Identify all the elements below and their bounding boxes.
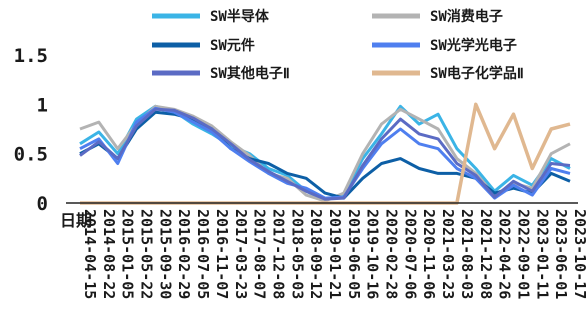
x-tick-label: 2014-08-22 [100, 209, 118, 299]
legend-item-sw-components[interactable]: SW元件 [152, 37, 255, 54]
x-tick-label: 2021-08-03 [458, 209, 476, 299]
x-tick-label: 2016-02-29 [175, 209, 193, 299]
x-tick-label: 2021-12-08 [477, 209, 495, 299]
y-tick-label: 1.5 [14, 45, 48, 67]
legend-item-sw-other-electronics[interactable]: SW其他电子Ⅱ [152, 65, 290, 82]
x-tick-label: 2018-09-12 [307, 209, 325, 299]
x-tick-label: 2019-01-21 [326, 209, 344, 299]
series-line-5 [79, 107, 571, 201]
x-tick-label: 2018-05-03 [288, 209, 306, 299]
x-tick-label: 2023-01-11 [533, 209, 551, 299]
legend: SW半导体 SW消费电子 SW元件 SW光学光电子 SW其他电子Ⅱ SW电子化学… [152, 8, 524, 82]
y-tick-label: 0.5 [14, 144, 48, 166]
legend-label: SW其他电子Ⅱ [210, 65, 290, 82]
x-tick-label: 2021-03-23 [439, 209, 457, 299]
x-tick-label: 2023-10-17 [571, 209, 588, 299]
y-axis: 0 0.5 1 1.5 [14, 45, 48, 215]
x-tick-label: 2014-04-15 [81, 209, 99, 299]
series-line-1 [79, 104, 571, 202]
x-tick-label: 2023-06-01 [552, 209, 570, 299]
series-line-3 [79, 110, 571, 200]
x-axis: 2014-04-15 2014-08-22 2015-01-05 2015-05-22… [81, 209, 588, 299]
x-axis-title: 日期 [60, 211, 92, 230]
x-tick-label: 2017-08-07 [251, 209, 269, 299]
x-tick-label: 2020-11-06 [420, 209, 438, 299]
legend-label: SW半导体 [210, 8, 270, 25]
x-tick-label: 2022-09-01 [514, 209, 532, 299]
x-tick-label: 2015-01-05 [119, 209, 137, 299]
x-tick-label: 2020-07-06 [401, 209, 419, 299]
x-tick-label: 2016-11-07 [213, 209, 231, 299]
legend-label: SW元件 [210, 37, 255, 54]
x-tick-label: 2015-09-30 [156, 209, 174, 299]
y-tick-label: 1 [37, 94, 48, 116]
series-line-4 [79, 106, 571, 200]
x-tick-label: 2020-02-28 [383, 209, 401, 299]
y-tick-label: 0 [37, 193, 48, 215]
x-tick-label: 2017-03-23 [232, 209, 250, 299]
x-tick-label: 2015-05-22 [138, 209, 156, 299]
legend-label: SW电子化学品Ⅱ [430, 65, 524, 82]
legend-item-sw-semiconductor[interactable]: SW半导体 [152, 8, 270, 25]
x-tick-label: 2022-04-26 [496, 209, 514, 299]
legend-item-sw-consumer-electronics[interactable]: SW消费电子 [372, 8, 503, 25]
x-tick-label: 2016-07-05 [194, 209, 212, 299]
x-tick-label: 2017-12-08 [269, 209, 287, 299]
legend-item-sw-electronic-chemicals[interactable]: SW电子化学品Ⅱ [372, 65, 524, 82]
legend-item-sw-optoelectronics[interactable]: SW光学光电子 [372, 37, 517, 54]
plot-series [79, 102, 571, 205]
legend-label: SW消费电子 [430, 8, 503, 25]
x-tick-label: 2019-10-16 [364, 209, 382, 299]
series-line-2 [79, 104, 571, 203]
legend-label: SW光学光电子 [430, 37, 517, 54]
x-tick-label: 2019-06-05 [345, 209, 363, 299]
